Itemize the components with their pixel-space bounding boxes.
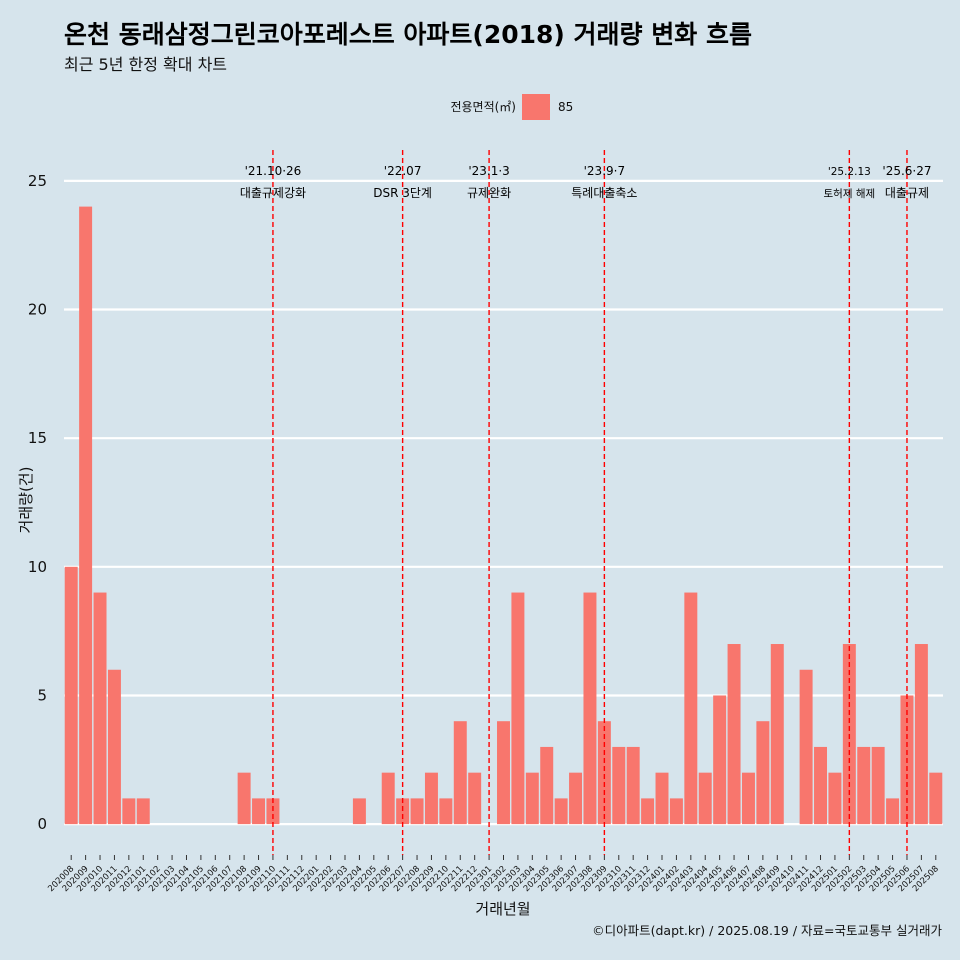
bar-202403 — [684, 592, 698, 825]
event-label: 토허제 해제 — [824, 187, 876, 200]
bar-202409 — [770, 644, 784, 825]
bar-202404 — [698, 772, 712, 825]
y-tick-label: 25 — [28, 172, 47, 190]
bar-202310 — [612, 746, 626, 825]
bar-202402 — [669, 798, 683, 825]
event-date: '25.6·27 — [882, 164, 931, 178]
bar-202211 — [453, 721, 467, 825]
y-axis-ticks: 0 5 10 15 20 25 — [28, 172, 47, 833]
bar-202408 — [756, 721, 770, 825]
bar-202503 — [857, 746, 871, 825]
bar-202407 — [741, 772, 755, 825]
bar-202009 — [79, 206, 93, 825]
event-date: '23.1·3 — [468, 164, 509, 178]
y-tick-label: 0 — [37, 815, 47, 833]
bar-202208 — [410, 798, 424, 825]
bar-202405 — [713, 695, 727, 825]
bar-202406 — [727, 644, 741, 825]
event-date: '21.10·26 — [245, 164, 302, 178]
bar-202101 — [136, 798, 150, 825]
bar-202108 — [237, 772, 251, 825]
bar-202311 — [626, 746, 640, 825]
caption: ©디아파트(dapt.kr) / 2025.08.19 / 자료=국토교통부 실… — [592, 923, 942, 938]
x-axis: 2020082020092020102020112020122021012021… — [46, 855, 941, 894]
event-label: 규제완화 — [467, 186, 511, 200]
bar-202303 — [511, 592, 525, 825]
bar-202204 — [352, 798, 366, 825]
event-label: 대출규제강화 — [240, 186, 306, 200]
bar-202209 — [424, 772, 438, 825]
event-label: 대출규제 — [885, 186, 929, 200]
y-tick-label: 5 — [37, 686, 47, 704]
legend-key — [522, 94, 550, 120]
bar-202302 — [497, 721, 510, 825]
y-tick-label: 10 — [28, 558, 47, 576]
bar-202210 — [439, 798, 453, 825]
event-lines — [272, 150, 908, 855]
x-axis-title: 거래년월 — [475, 900, 530, 918]
event-annotations: '21.10·26 대출규제강화 '22.07 DSR 3단계 '23.1·3 규제완화 '… — [240, 164, 932, 200]
bar-202305 — [540, 746, 554, 825]
y-tick-label: 15 — [28, 429, 47, 447]
bar-202401 — [655, 772, 669, 825]
legend-label: 85 — [558, 100, 573, 114]
event-date: '22.07 — [384, 164, 422, 178]
bar-202109 — [252, 798, 266, 825]
bar-202212 — [468, 772, 482, 825]
bar-202508 — [929, 772, 943, 825]
event-date: '25.2.13 — [828, 166, 871, 178]
bar-202206 — [381, 772, 395, 825]
bar-202505 — [886, 798, 900, 825]
legend-title: 전용면적(㎡) — [450, 100, 516, 114]
bar-202207 — [396, 798, 410, 825]
bar-202504 — [871, 746, 885, 825]
bar-202308 — [583, 592, 597, 825]
bar-202412 — [814, 746, 828, 825]
bar-202312 — [641, 798, 655, 825]
bar-202110 — [266, 798, 280, 825]
bar-202010 — [93, 592, 107, 825]
bars — [64, 206, 943, 825]
y-axis-title: 거래량(건) — [17, 467, 35, 534]
bar-202307 — [569, 772, 583, 825]
chart-title: 온천 동래삼정그린코아포레스트 아파트(2018) 거래량 변화 흐름 — [64, 20, 752, 49]
bar-202008 — [64, 566, 78, 825]
bar-202306 — [554, 798, 568, 825]
bar-202304 — [525, 772, 539, 825]
event-label: DSR 3단계 — [373, 186, 432, 200]
bar-202411 — [799, 669, 813, 825]
chart-subtitle: 최근 5년 한정 확대 차트 — [64, 55, 227, 74]
event-date: '23.9·7 — [584, 164, 625, 178]
bar-202309 — [597, 721, 611, 825]
bar-202507 — [914, 644, 928, 825]
y-tick-label: 20 — [28, 301, 47, 319]
bar-202012 — [122, 798, 136, 825]
legend: 전용면적(㎡) 85 — [450, 94, 573, 120]
bar-202011 — [107, 669, 121, 825]
event-label: 특례대출축소 — [571, 186, 637, 200]
bar-202501 — [828, 772, 842, 825]
gridlines — [64, 179, 943, 826]
